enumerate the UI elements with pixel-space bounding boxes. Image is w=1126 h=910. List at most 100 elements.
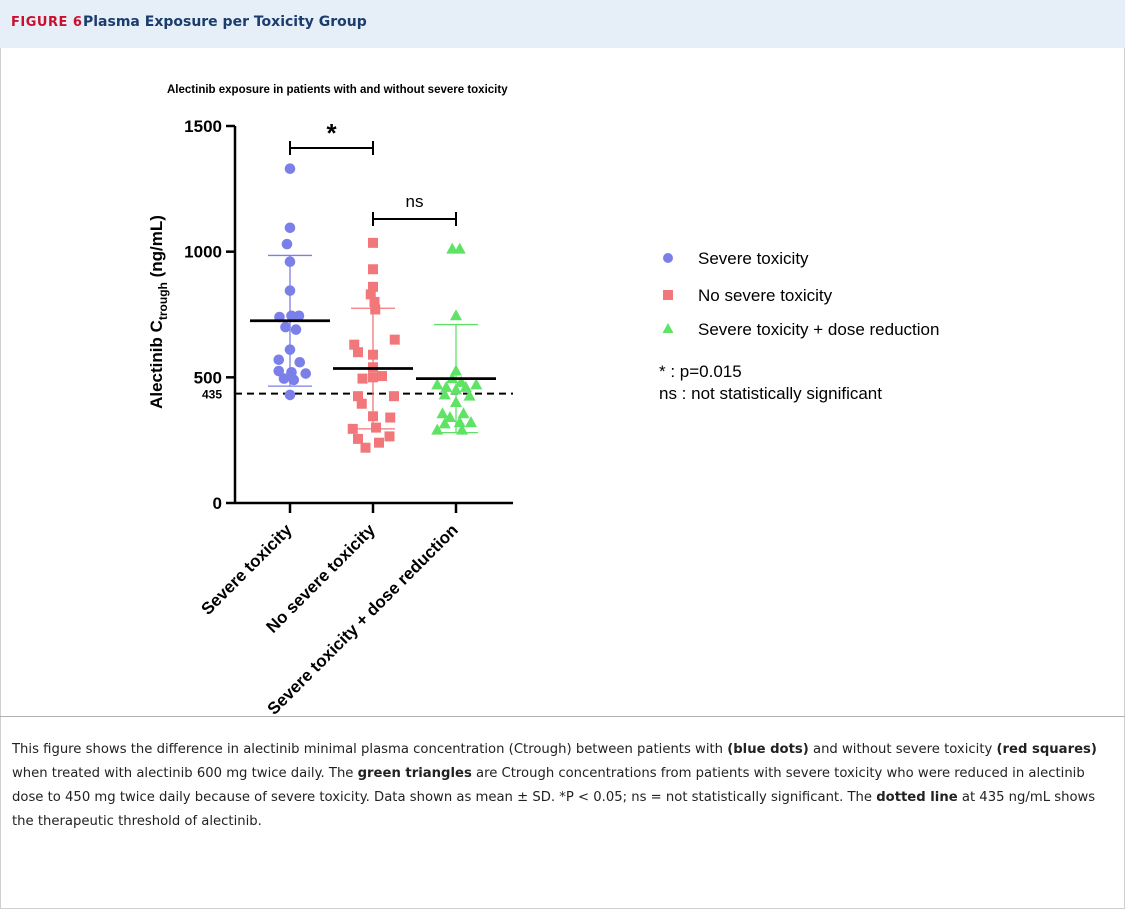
caption-text: when treated with alectinib 600 mg twice… <box>12 766 358 781</box>
point-dose-reduction <box>470 378 483 390</box>
figure-label: FIGURE 6 <box>11 15 83 30</box>
point-no-severe-toxicity <box>368 411 378 422</box>
point-no-severe-toxicity <box>368 349 378 360</box>
y-axis-label-sub: trough <box>156 282 170 320</box>
point-dose-reduction <box>453 416 466 428</box>
point-no-severe-toxicity <box>365 289 376 300</box>
point-no-severe-toxicity <box>356 398 367 409</box>
caption-divider <box>0 716 1125 717</box>
point-severe-toxicity <box>288 374 300 386</box>
mean-lines <box>250 319 496 380</box>
point-severe-toxicity <box>293 310 305 322</box>
significance-label: ns <box>406 192 424 211</box>
point-no-severe-toxicity <box>384 431 395 442</box>
point-no-severe-toxicity <box>371 422 381 433</box>
y-axis-label: Alectinib Ctrough (ng/mL) <box>147 215 170 409</box>
y-tick-label: 0 <box>213 494 222 513</box>
point-severe-toxicity <box>284 285 296 296</box>
point-no-severe-toxicity <box>368 264 378 275</box>
point-no-severe-toxicity <box>349 339 360 350</box>
figure-title: Plasma Exposure per Toxicity Group <box>83 14 367 30</box>
point-severe-toxicity <box>273 354 285 366</box>
legend-label: No severe toxicity <box>698 286 833 305</box>
point-dose-reduction <box>431 423 444 435</box>
legend-marker-circle <box>663 253 673 263</box>
point-dose-reduction <box>450 395 462 407</box>
point-dose-reduction <box>450 309 462 321</box>
threshold-label: 435 <box>202 388 222 402</box>
point-dose-reduction <box>463 389 476 401</box>
caption-bold-green-triangles: green triangles <box>357 766 472 781</box>
svg-text:Alectinib Ctrough (ng/mL): Alectinib Ctrough (ng/mL) <box>147 215 170 409</box>
point-no-severe-toxicity <box>368 237 378 248</box>
point-no-severe-toxicity <box>385 412 396 423</box>
y-tick-label: 500 <box>194 368 222 387</box>
point-dose-reduction <box>457 407 470 419</box>
caption-bold-blue-dots: (blue dots) <box>727 742 809 757</box>
caption-text: and without severe toxicity <box>808 742 997 757</box>
point-no-severe-toxicity <box>370 304 381 315</box>
figure-caption: This figure shows the difference in alec… <box>12 738 1112 834</box>
point-no-severe-toxicity <box>353 433 363 444</box>
legend-label: Severe toxicity + dose reduction <box>698 320 939 339</box>
point-severe-toxicity <box>280 321 291 333</box>
point-no-severe-toxicity <box>389 391 399 402</box>
point-severe-toxicity <box>273 365 285 377</box>
point-dose-reduction <box>453 242 466 254</box>
y-tick-label: 1000 <box>184 243 222 262</box>
figure-header: FIGURE 6 Plasma Exposure per Toxicity Gr… <box>0 0 1125 48</box>
y-tick-label: 1500 <box>184 117 222 136</box>
point-dose-reduction <box>436 407 449 419</box>
point-dose-reduction <box>465 416 477 428</box>
caption-text: This figure shows the difference in alec… <box>12 742 728 757</box>
point-no-severe-toxicity <box>357 373 368 384</box>
point-dose-reduction <box>438 417 451 429</box>
point-severe-toxicity <box>286 310 297 322</box>
point-dose-reduction <box>450 383 462 395</box>
point-no-severe-toxicity <box>389 334 400 345</box>
y-axis-label-main: Alectinib C <box>147 320 166 409</box>
caption-text: at 435 ng/mL shows the therapeutic thres… <box>12 790 1096 829</box>
point-no-severe-toxicity <box>369 296 380 307</box>
legend-marker-square <box>663 290 673 300</box>
data-points <box>273 163 483 453</box>
point-dose-reduction <box>450 364 462 376</box>
point-dose-reduction <box>459 380 472 392</box>
y-axis-label-unit: (ng/mL) <box>147 215 166 282</box>
point-dose-reduction <box>438 388 451 400</box>
point-no-severe-toxicity <box>360 442 371 453</box>
point-dose-reduction <box>440 380 453 392</box>
significance-brackets: * ns <box>289 118 457 226</box>
point-no-severe-toxicity <box>368 281 378 292</box>
point-severe-toxicity <box>278 373 290 384</box>
axes: 0 500 1000 1500 <box>184 117 513 513</box>
point-severe-toxicity <box>290 324 302 335</box>
caption-bold-dotted-line: dotted line <box>876 790 958 805</box>
legend-label: Severe toxicity <box>698 249 809 268</box>
point-severe-toxicity <box>284 389 296 401</box>
point-no-severe-toxicity <box>353 347 363 358</box>
point-no-severe-toxicity <box>377 371 387 382</box>
point-severe-toxicity <box>284 256 296 268</box>
caption-bold-red-squares: (red squares) <box>996 742 1097 757</box>
point-no-severe-toxicity <box>374 437 384 448</box>
point-severe-toxicity <box>284 163 296 175</box>
chart-title: Alectinib exposure in patients with and … <box>167 84 508 96</box>
legend-marker-triangle <box>662 323 674 333</box>
point-severe-toxicity <box>281 238 293 250</box>
point-severe-toxicity <box>300 368 312 379</box>
point-no-severe-toxicity <box>347 423 358 434</box>
point-severe-toxicity <box>284 222 296 234</box>
caption-text: are Ctrough concentrations from patients… <box>12 766 1085 805</box>
legend-note: * : p=0.015 <box>659 362 742 381</box>
point-no-severe-toxicity <box>353 391 363 402</box>
point-no-severe-toxicity <box>368 372 378 383</box>
point-dose-reduction <box>444 411 456 423</box>
chart: Alectinib exposure in patients with and … <box>147 84 939 716</box>
legend-note: ns : not statistically significant <box>659 384 882 403</box>
point-severe-toxicity <box>284 344 296 355</box>
point-dose-reduction <box>456 423 468 435</box>
legend-notes: * : p=0.015 ns : not statistically signif… <box>659 362 882 403</box>
point-severe-toxicity <box>294 356 306 368</box>
